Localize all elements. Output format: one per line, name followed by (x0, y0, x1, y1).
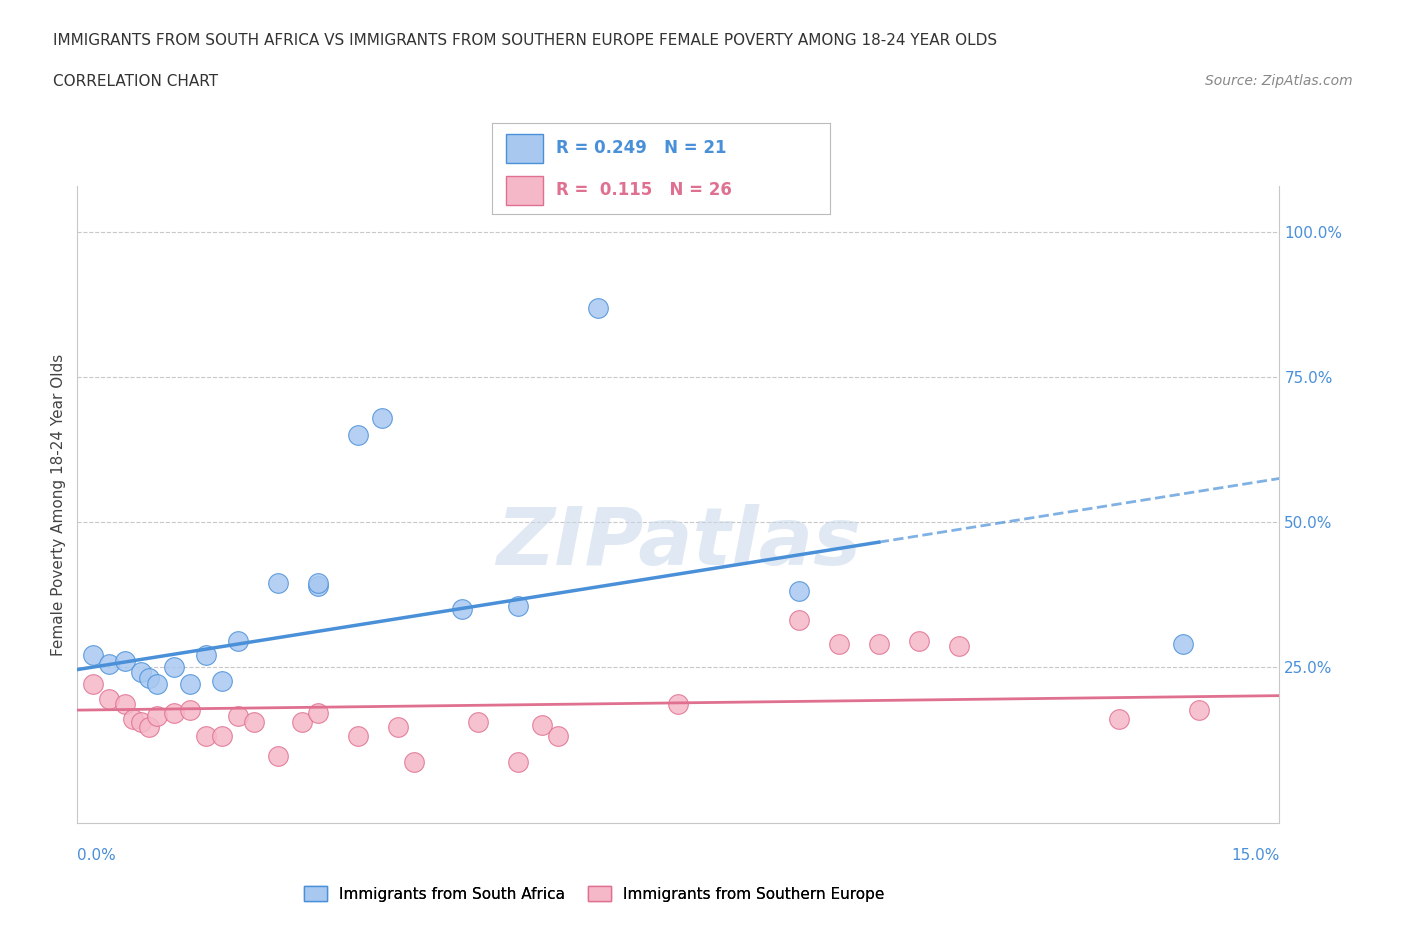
Point (146, 709, 169, 724)
Point (787, 613, 810, 628)
Point (347, 428, 370, 443)
Point (307, 578, 329, 593)
Point (131, 714, 153, 729)
Point (131, 665, 153, 680)
Point (162, 706, 184, 721)
Point (242, 714, 264, 729)
Point (347, 729, 370, 744)
Point (531, 717, 554, 732)
Point (114, 654, 136, 669)
Point (1173, 636, 1195, 651)
Point (508, 755, 530, 770)
Point (588, 300, 610, 315)
Point (908, 633, 931, 648)
Point (1108, 711, 1130, 726)
Point (508, 598, 530, 613)
Text: 15.0%: 15.0% (1232, 848, 1279, 863)
Point (547, 729, 569, 744)
Point (828, 636, 851, 651)
Point (387, 720, 409, 735)
Point (211, 673, 233, 688)
Point (122, 711, 145, 726)
Text: R =  0.115   N = 26: R = 0.115 N = 26 (557, 181, 733, 199)
Point (787, 584, 810, 599)
Point (138, 720, 160, 735)
Point (226, 709, 249, 724)
Point (194, 729, 217, 744)
Point (82, 647, 104, 662)
Point (138, 671, 160, 685)
Point (868, 636, 890, 651)
Point (179, 703, 201, 718)
Point (307, 576, 329, 591)
Point (267, 576, 290, 591)
FancyBboxPatch shape (506, 134, 543, 163)
Text: CORRELATION CHART: CORRELATION CHART (53, 74, 218, 89)
Point (668, 697, 690, 711)
Point (162, 659, 184, 674)
Point (211, 729, 233, 744)
Text: Source: ZipAtlas.com: Source: ZipAtlas.com (1205, 74, 1353, 88)
Text: IMMIGRANTS FROM SOUTH AFRICA VS IMMIGRANTS FROM SOUTHERN EUROPE FEMALE POVERTY A: IMMIGRANTS FROM SOUTH AFRICA VS IMMIGRAN… (53, 33, 997, 47)
Point (267, 749, 290, 764)
Point (98, 657, 121, 671)
FancyBboxPatch shape (506, 176, 543, 205)
Y-axis label: Female Poverty Among 18-24 Year Olds: Female Poverty Among 18-24 Year Olds (51, 353, 66, 656)
Point (82, 677, 104, 692)
Point (291, 714, 314, 729)
Point (948, 639, 970, 654)
Legend: Immigrants from South Africa, Immigrants from Southern Europe: Immigrants from South Africa, Immigrants… (298, 880, 890, 908)
Text: R = 0.249   N = 21: R = 0.249 N = 21 (557, 140, 727, 157)
Point (451, 602, 474, 617)
Point (307, 706, 329, 721)
Point (179, 677, 201, 692)
Text: ZIPatlas: ZIPatlas (496, 504, 860, 582)
Point (98, 691, 121, 706)
Point (194, 647, 217, 662)
Point (402, 755, 425, 770)
Point (226, 633, 249, 648)
Point (371, 410, 394, 425)
Point (146, 677, 169, 692)
Point (114, 697, 136, 711)
Text: 0.0%: 0.0% (77, 848, 117, 863)
Point (467, 714, 489, 729)
Point (1188, 703, 1211, 718)
